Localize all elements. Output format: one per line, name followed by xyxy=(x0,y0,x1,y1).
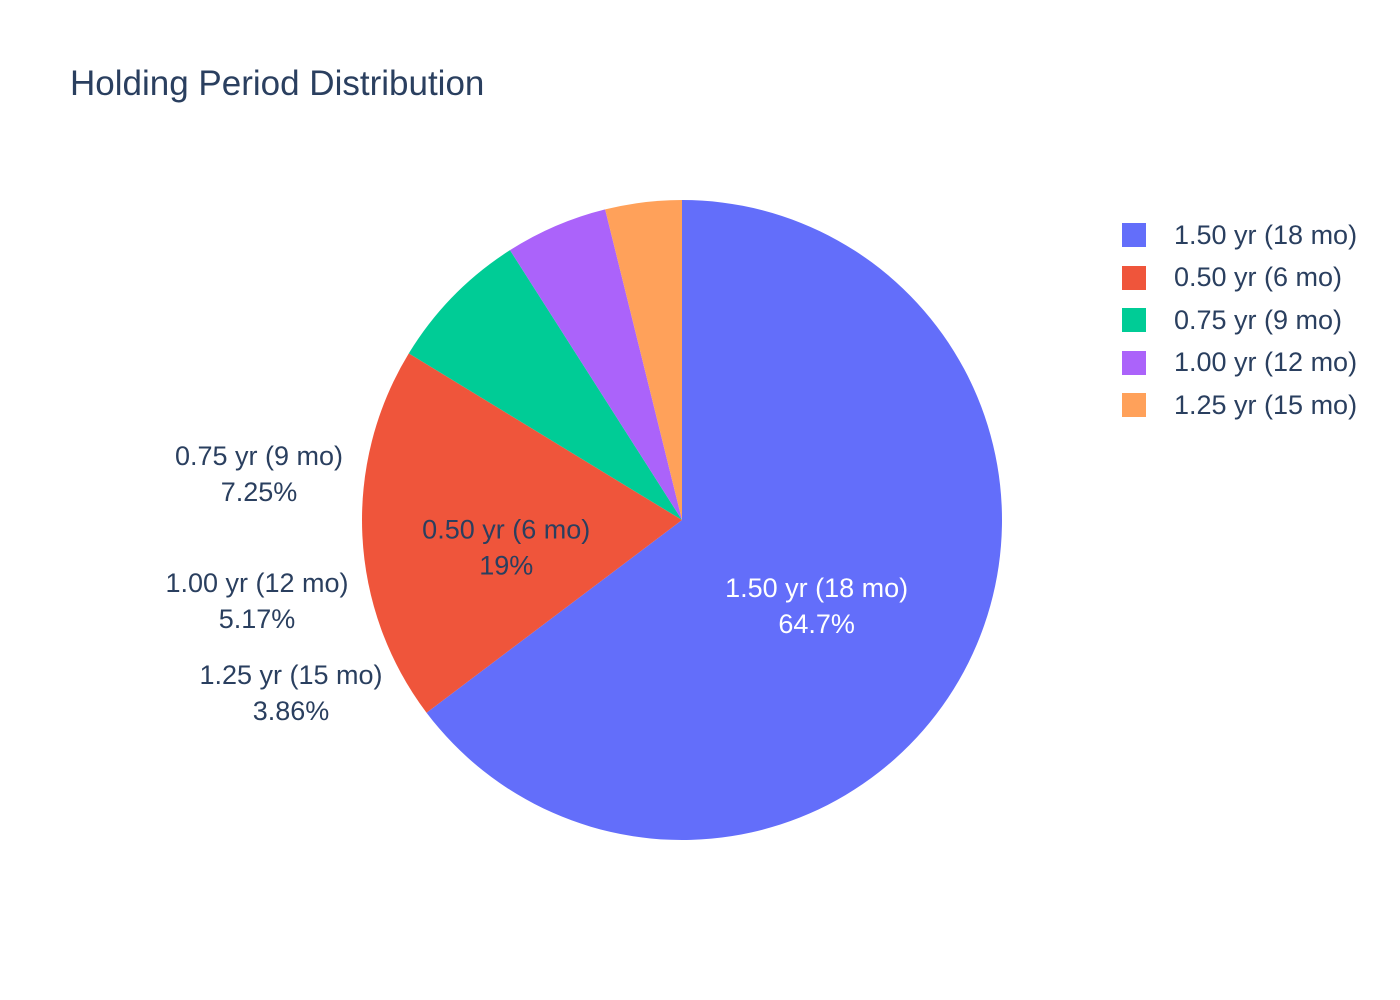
legend-item[interactable]: 0.50 yr (6 mo) xyxy=(1122,257,1357,300)
pie-slice[interactable] xyxy=(509,209,682,521)
legend-swatch-icon xyxy=(1122,350,1146,375)
legend-swatch-icon xyxy=(1122,308,1146,333)
slice-percent-label: 5.17% xyxy=(219,604,296,634)
chart-title: Holding Period Distribution xyxy=(70,64,485,103)
legend-swatch-icon xyxy=(1122,223,1146,248)
legend-swatch-icon xyxy=(1122,265,1146,290)
legend-item[interactable]: 1.00 yr (12 mo) xyxy=(1122,342,1357,385)
slice-label: 1.25 yr (15 mo) xyxy=(199,660,382,690)
legend-label: 1.00 yr (12 mo) xyxy=(1174,347,1358,378)
slice-percent-label: 7.25% xyxy=(221,477,298,507)
legend-swatch-icon xyxy=(1122,393,1146,418)
legend: 1.50 yr (18 mo) 0.50 yr (6 mo) 0.75 yr (… xyxy=(1122,214,1357,427)
legend-label: 1.50 yr (18 mo) xyxy=(1174,219,1358,250)
slice-percent-label: 19% xyxy=(479,551,533,581)
pie-slice[interactable] xyxy=(605,200,682,520)
slice-percent-label: 3.86% xyxy=(253,696,330,726)
legend-item[interactable]: 1.50 yr (18 mo) xyxy=(1122,214,1357,257)
slice-label: 1.00 yr (12 mo) xyxy=(165,568,348,598)
pie-slice[interactable] xyxy=(426,200,1003,841)
pie-slice[interactable] xyxy=(408,250,682,520)
legend-item[interactable]: 0.75 yr (9 mo) xyxy=(1122,299,1357,342)
legend-label: 1.25 yr (15 mo) xyxy=(1174,389,1358,420)
slice-label: 1.50 yr (18 mo) xyxy=(725,573,908,603)
slice-label: 0.50 yr (6 mo) xyxy=(422,515,590,545)
legend-item[interactable]: 1.25 yr (15 mo) xyxy=(1122,384,1357,427)
slice-label: 0.75 yr (9 mo) xyxy=(175,441,343,471)
legend-label: 0.50 yr (6 mo) xyxy=(1174,262,1343,293)
legend-label: 0.75 yr (9 mo) xyxy=(1174,304,1343,335)
pie-slice[interactable] xyxy=(361,353,682,713)
slice-percent-label: 64.7% xyxy=(778,609,855,639)
